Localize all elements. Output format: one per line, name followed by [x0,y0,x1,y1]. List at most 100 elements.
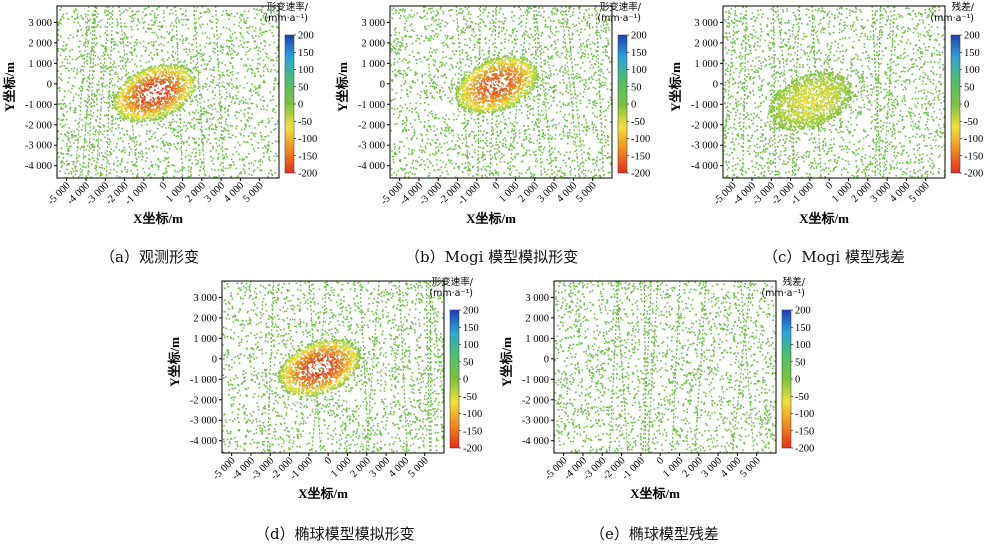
data-point [81,16,84,19]
hotspot-point [142,114,145,117]
data-point [593,124,595,126]
data-point [261,6,264,8]
data-point [391,8,393,11]
data-point [440,97,442,99]
data-point [227,130,230,132]
data-point [596,129,598,132]
hotspot-point [138,91,141,94]
data-point [275,105,278,107]
data-point [80,85,82,88]
data-point [602,51,604,54]
data-point [221,106,223,109]
data-point [504,127,506,129]
data-point [563,124,566,127]
data-point [472,49,474,51]
data-point [437,69,439,71]
data-point [188,42,190,45]
data-point [415,107,417,109]
hotspot-point [181,104,184,107]
data-point [192,60,195,62]
data-point [606,23,609,25]
hotspot-point [173,99,176,102]
hotspot-point [123,92,125,95]
data-point [117,51,120,53]
data-point [92,76,95,79]
data-point [62,157,64,159]
hotspot-point [171,87,173,89]
hotspot-point [182,66,184,68]
data-point [394,51,396,54]
data-point [153,32,156,34]
data-point [96,99,98,101]
hotspot-point [181,89,184,92]
data-point [164,133,167,135]
data-point [150,28,153,30]
data-point [73,11,76,14]
data-point [405,74,408,77]
hotspot-point [182,94,185,97]
hotspot-point [170,105,173,107]
data-point [518,175,520,178]
data-point [426,96,429,98]
hotspot-point [152,97,155,99]
data-point [253,169,256,171]
data-point [208,107,211,109]
data-point [121,127,124,130]
data-point [103,124,105,127]
data-point [265,55,268,58]
data-point [207,63,209,65]
data-point [546,48,549,50]
data-point [148,100,151,103]
hotspot-point [140,106,143,109]
hotspot-point [130,78,133,81]
data-point [551,32,554,34]
hotspot-point [140,115,143,118]
data-point [255,67,258,70]
hotspot-point [163,115,165,118]
data-point [586,24,588,27]
data-point [403,58,405,60]
data-point [515,35,517,37]
hotspot-point [136,116,138,119]
data-point [525,129,528,131]
data-point [163,37,165,39]
data-point [130,138,132,141]
data-point [559,70,561,73]
data-point [261,31,264,34]
data-point [135,55,138,57]
data-point [256,13,258,16]
colorbar-title: (mm·a⁻¹) [264,13,308,24]
data-point [573,7,575,10]
data-point [423,168,426,171]
data-point [250,67,252,70]
data-point [96,83,98,86]
hotspot-point [144,89,147,91]
hotspot-point [134,95,136,98]
data-point [594,9,596,11]
data-point [486,57,489,60]
data-point [544,63,546,66]
data-point [441,152,444,154]
data-point [132,140,134,142]
data-point [394,48,397,50]
data-point [93,145,96,148]
data-point [599,139,602,141]
data-point [210,113,213,115]
data-point [111,115,113,117]
road-trace [215,6,225,178]
data-point [439,8,442,10]
data-point [571,115,574,118]
data-point [186,54,189,56]
data-point [425,96,428,99]
data-point [124,33,127,36]
hotspot-point [117,94,120,96]
data-point [78,155,80,157]
data-point [548,67,551,69]
data-point [147,6,150,9]
data-point [396,123,398,125]
data-point [91,146,94,148]
data-point [171,54,173,56]
data-point [119,41,121,43]
data-point [131,161,133,163]
data-point [169,78,171,81]
